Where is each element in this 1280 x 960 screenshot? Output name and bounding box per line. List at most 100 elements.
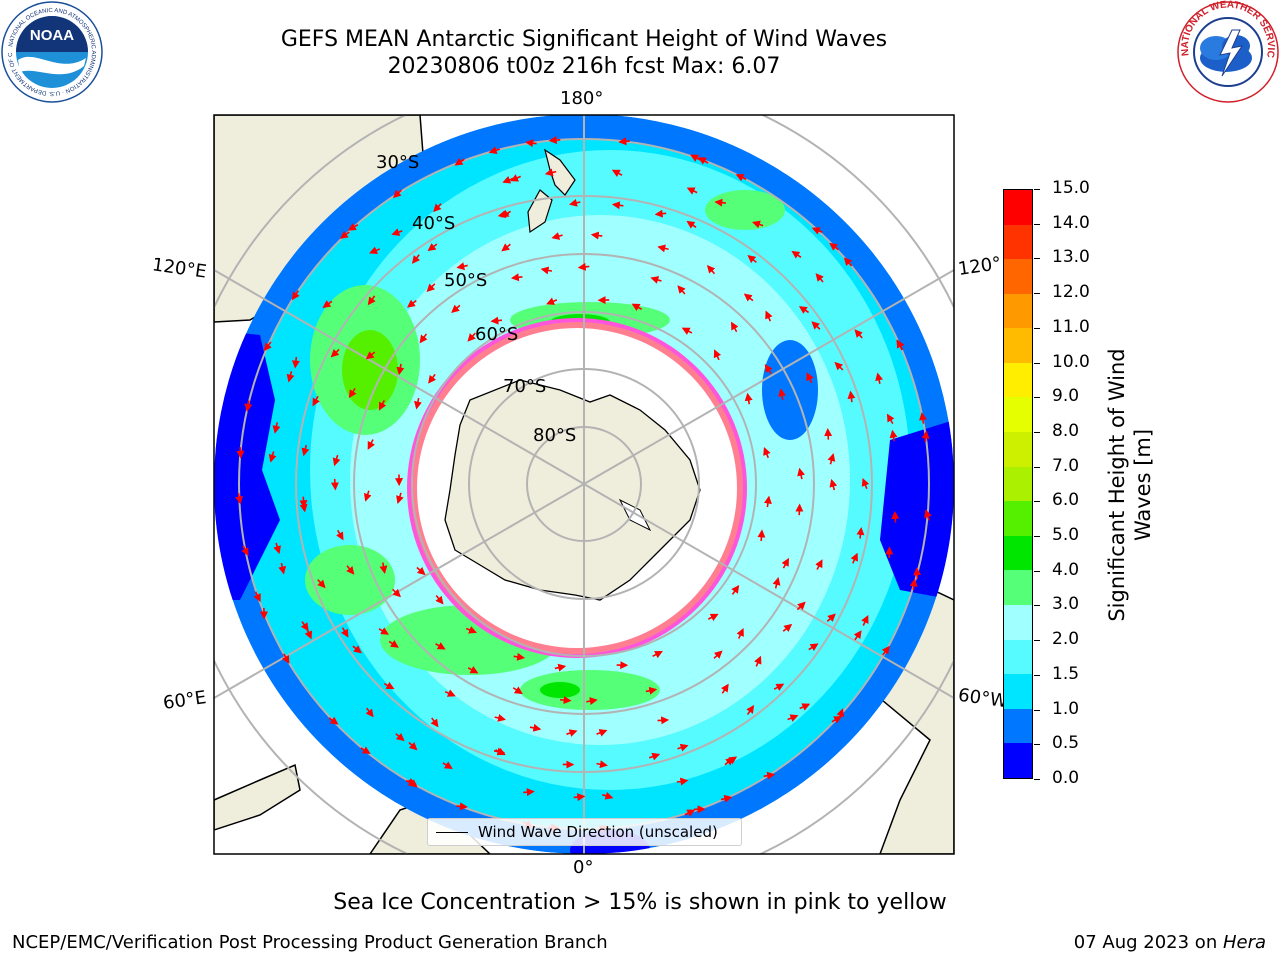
colorbar-segment bbox=[1004, 259, 1032, 294]
wind-arrow bbox=[765, 310, 773, 322]
colorbar-tick-label: 14.0 bbox=[1052, 212, 1090, 233]
colorbar-tick bbox=[1034, 674, 1040, 676]
wind-arrow bbox=[815, 559, 823, 570]
wind-arrow bbox=[714, 198, 727, 207]
wind-arrow bbox=[241, 545, 249, 557]
sea-ice-caption: Sea Ice Concentration > 15% is shown in … bbox=[333, 890, 947, 915]
wind-arrow bbox=[340, 627, 349, 638]
chart-subtitle: 20230806 t00z 216h fcst Max: 6.07 bbox=[387, 54, 781, 79]
wind-arrow bbox=[396, 492, 404, 504]
lat-label-60s: 60°S bbox=[475, 324, 519, 345]
colorbar-tick-label: 11.0 bbox=[1052, 316, 1090, 337]
lon-label-0: 0° bbox=[573, 857, 594, 878]
wind-arrow bbox=[763, 771, 776, 780]
lon-label-180: 180° bbox=[560, 88, 604, 109]
wind-arrow bbox=[781, 557, 789, 569]
wind-arrow bbox=[686, 220, 697, 229]
colorbar-segment bbox=[1004, 708, 1032, 744]
wind-arrow bbox=[573, 793, 586, 802]
colorbar-tick-label: 13.0 bbox=[1052, 247, 1090, 268]
footer-date-text: 07 Aug 2023 on bbox=[1073, 932, 1223, 953]
wind-arrow bbox=[378, 627, 389, 635]
colorbar-segment bbox=[1004, 293, 1032, 329]
wind-arrow bbox=[435, 594, 444, 605]
wind-arrow bbox=[278, 562, 287, 575]
chart-title: GEFS MEAN Antarctic Significant Height o… bbox=[280, 27, 888, 52]
wind-arrow bbox=[427, 243, 438, 252]
wind-arrow bbox=[347, 223, 359, 231]
wind-arrow bbox=[388, 640, 399, 648]
wind-arrow bbox=[677, 285, 686, 295]
legend-label: Wind Wave Direction (unscaled) bbox=[478, 823, 718, 841]
wind-arrow bbox=[886, 413, 895, 425]
wind-arrow bbox=[891, 510, 900, 523]
wind-arrow bbox=[272, 422, 281, 434]
wind-arrow bbox=[736, 628, 744, 639]
wind-arrow bbox=[909, 578, 918, 590]
wind-arrow bbox=[698, 157, 709, 165]
wind-arrow bbox=[861, 477, 870, 490]
wind-arrow bbox=[889, 429, 898, 442]
wind-arrow bbox=[856, 526, 865, 539]
wind-arrow bbox=[796, 601, 806, 611]
wind-arrow bbox=[346, 565, 355, 575]
wind-arrow bbox=[467, 332, 476, 342]
wind-arrow bbox=[707, 613, 719, 622]
colorbar-tick-label: 15.0 bbox=[1052, 178, 1090, 198]
wind-arrow bbox=[602, 791, 614, 800]
wind-arrow bbox=[451, 304, 461, 314]
wind-arrow bbox=[369, 246, 381, 255]
wind-arrow bbox=[772, 577, 781, 589]
wind-arrow bbox=[551, 232, 563, 240]
wind-arrow bbox=[569, 198, 581, 207]
colorbar-tick bbox=[1034, 466, 1040, 468]
lat-label-80s: 80°S bbox=[533, 425, 577, 446]
wind-arrow bbox=[419, 333, 428, 344]
wind-arrow bbox=[645, 686, 658, 695]
wind-arrow bbox=[596, 729, 608, 737]
wind-arrow bbox=[829, 478, 838, 491]
noaa-logo-text: NOAA bbox=[30, 27, 74, 44]
colorbar-tick bbox=[1034, 640, 1040, 642]
wind-arrow bbox=[442, 761, 453, 769]
colorbar-tick-label: 9.0 bbox=[1052, 386, 1080, 407]
wind-arrow bbox=[317, 579, 326, 589]
wind-arrow bbox=[730, 321, 739, 333]
colorbar-segment bbox=[1004, 328, 1032, 363]
colorbar-tick-label: 0.5 bbox=[1052, 733, 1080, 754]
wind-arrow bbox=[465, 626, 477, 634]
wind-arrow bbox=[648, 752, 661, 761]
colorbar-tick bbox=[1034, 431, 1040, 433]
wind-arrow bbox=[328, 716, 339, 725]
wind-arrow bbox=[686, 187, 698, 195]
colorbar-tick-label: 7.0 bbox=[1052, 455, 1080, 476]
nws-logo: NATIONAL WEATHER SERVICE bbox=[1176, 0, 1279, 103]
wind-arrow bbox=[811, 321, 821, 330]
wind-arrow bbox=[797, 467, 805, 480]
wind-arrow bbox=[875, 372, 884, 384]
wind-arrow bbox=[811, 227, 823, 235]
wind-arrow bbox=[365, 707, 374, 718]
wind-arrow bbox=[924, 509, 932, 521]
wind-arrow bbox=[408, 741, 418, 751]
colorbar-segment bbox=[1004, 397, 1032, 433]
wind-arrow bbox=[300, 621, 309, 632]
colorbar-label-line1: Significant Height of Wind bbox=[1105, 348, 1129, 622]
wind-arrow bbox=[827, 453, 836, 465]
wind-arrow bbox=[611, 169, 623, 178]
wind-arrow bbox=[540, 266, 553, 275]
colorbar-segment bbox=[1004, 362, 1032, 398]
wind-arrow bbox=[379, 562, 388, 574]
colorbar-tick bbox=[1034, 744, 1040, 746]
wind-arrow bbox=[360, 746, 371, 755]
wind-arrow bbox=[336, 529, 344, 541]
wind-arrow bbox=[799, 703, 811, 711]
colorbar-segment bbox=[1004, 501, 1032, 536]
footer-machine: Hera bbox=[1222, 932, 1266, 953]
wind-arrow bbox=[433, 203, 442, 213]
wind-arrow bbox=[806, 372, 814, 384]
colorbar-segment bbox=[1004, 639, 1032, 675]
wind-arrow bbox=[268, 451, 277, 463]
wind-arrow bbox=[367, 295, 376, 306]
wind-arrow bbox=[428, 373, 437, 384]
